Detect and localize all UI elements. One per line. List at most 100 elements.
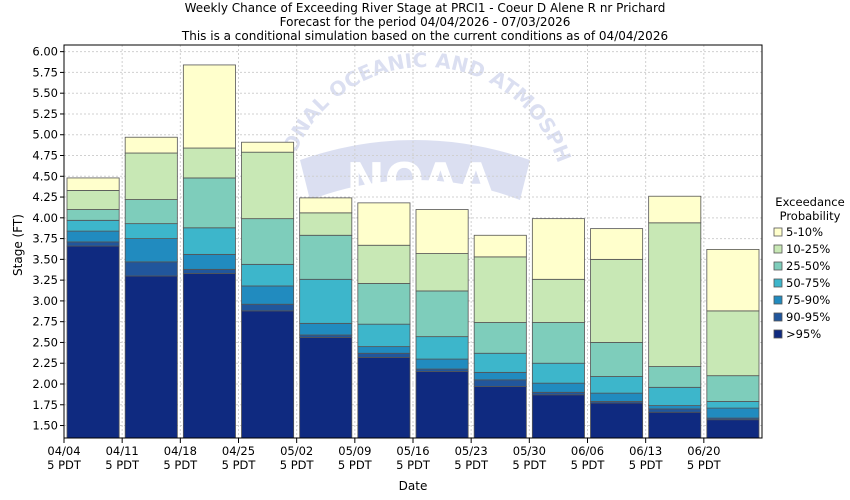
bar-segment-05-23-9095 xyxy=(473,379,527,387)
bar-segment-05-16-95 xyxy=(415,371,469,439)
legend-swatch-2550 xyxy=(773,261,783,271)
chart-title-line-2: Forecast for the period 04/04/2026 - 07/… xyxy=(280,15,571,29)
bar-segment-05-09-2550 xyxy=(357,283,411,325)
chart-title: Weekly Chance of Exceeding River Stage a… xyxy=(181,1,668,43)
x-tick-tz-8: 5 PDT xyxy=(512,458,547,472)
bar-segment-05-02-95 xyxy=(299,337,353,439)
legend-swatch-95 xyxy=(773,329,783,339)
bar-segment-06-13-510 xyxy=(648,195,702,224)
bar-segment-04-04-95 xyxy=(66,245,120,439)
bar-segment-05-30-2550 xyxy=(531,322,585,364)
bar-segment-05-09-1025 xyxy=(357,244,411,284)
bar-segment-05-09-5075 xyxy=(357,323,411,348)
x-tick-tz-0: 5 PDT xyxy=(47,458,82,472)
bar-segment-04-25-1025 xyxy=(241,151,295,220)
bar-segment-05-16-7590 xyxy=(415,358,469,370)
bar-segment-05-02-7590 xyxy=(299,322,353,336)
legend-label-510: 5-10% xyxy=(786,225,823,239)
bar-segment-04-04-510 xyxy=(66,177,120,191)
bar-segment-05-16-5075 xyxy=(415,336,469,360)
bar-segment-05-23-2550 xyxy=(473,322,527,354)
x-tick-date-11: 06/20 xyxy=(687,444,720,458)
y-axis-label: Stage (FT) xyxy=(11,214,25,276)
y-tick-label-7: 3.25 xyxy=(32,273,58,287)
bar-segment-04-25-510 xyxy=(241,141,295,153)
y-tick-label-4: 2.50 xyxy=(32,335,58,349)
bar-segment-05-02-1025 xyxy=(299,212,353,236)
bar-segment-04-18-95 xyxy=(182,273,236,439)
bar-segment-05-30-5075 xyxy=(531,362,585,384)
y-tick-label-16: 5.50 xyxy=(32,86,58,100)
x-tick-tz-11: 5 PDT xyxy=(687,458,722,472)
y-tick-label-10: 4.00 xyxy=(32,211,58,225)
y-tick-label-17: 5.75 xyxy=(32,65,58,79)
bar-segment-06-13-9095 xyxy=(648,408,702,413)
x-tick-date-4: 05/02 xyxy=(280,444,313,458)
bar-segment-04-25-5075 xyxy=(241,263,295,287)
bar-segment-06-13-2550 xyxy=(648,366,702,388)
bar-segment-04-11-5075 xyxy=(124,223,178,239)
bar-segment-04-11-95 xyxy=(124,275,178,439)
chart-title-line-1: Weekly Chance of Exceeding River Stage a… xyxy=(185,1,666,15)
bar-segment-05-16-510 xyxy=(415,209,469,254)
chart-title-line-3: This is a conditional simulation based o… xyxy=(181,29,668,43)
y-tick-label-18: 6.00 xyxy=(32,45,58,59)
bar-segment-04-11-9095 xyxy=(124,261,178,277)
bar-segment-06-13-7590 xyxy=(648,405,702,410)
bar-segment-06-06-1025 xyxy=(590,258,644,343)
y-tick-label-1: 1.75 xyxy=(32,398,58,412)
x-tick-tz-2: 5 PDT xyxy=(163,458,198,472)
bar-segment-06-13-5075 xyxy=(648,386,702,406)
bar-segment-04-18-510 xyxy=(182,64,236,149)
legend-swatch-510 xyxy=(773,227,783,237)
legend-swatch-5075 xyxy=(773,278,783,288)
x-tick-tz-1: 5 PDT xyxy=(105,458,140,472)
bar-segment-04-04-5075 xyxy=(66,219,120,232)
noaa-logo-bird-shape xyxy=(300,140,530,200)
y-tick-label-14: 5.00 xyxy=(32,128,58,142)
x-tick-date-1: 04/11 xyxy=(106,444,139,458)
bar-segment-05-23-5075 xyxy=(473,352,527,373)
bar-segment-05-09-510 xyxy=(357,202,411,246)
bar-segment-06-20-95 xyxy=(706,419,760,439)
x-tick-tz-4: 5 PDT xyxy=(280,458,315,472)
bar-segment-04-25-7590 xyxy=(241,285,295,305)
bar-segment-05-30-7590 xyxy=(531,382,585,393)
bar-segment-04-04-9095 xyxy=(66,241,120,247)
bar-segment-04-11-510 xyxy=(124,136,178,154)
bar-segment-04-18-7590 xyxy=(182,253,236,270)
y-axis-ticks: 1.50 1.75 2.00 2.25 2.50 2.75 3.00 3.25 3.50 3.75… xyxy=(32,45,64,433)
bar-segment-06-06-7590 xyxy=(590,392,644,402)
bar-segment-05-23-1025 xyxy=(473,256,527,323)
bar-segment-05-23-7590 xyxy=(473,371,527,381)
x-tick-date-2: 04/18 xyxy=(164,444,197,458)
legend-label-95: >95% xyxy=(786,327,821,341)
bar-segment-04-18-9095 xyxy=(182,268,236,274)
y-tick-label-5: 2.75 xyxy=(32,315,58,329)
y-tick-label-0: 1.50 xyxy=(32,419,58,433)
legend-label-7590: 75-90% xyxy=(786,293,830,307)
y-tick-label-9: 3.75 xyxy=(32,232,58,246)
legend: Exceedance Probability 5-10% 10-25% 25-50%… xyxy=(773,195,845,341)
y-tick-label-3: 2.25 xyxy=(32,356,58,370)
bar-segment-04-18-1025 xyxy=(182,147,236,179)
x-tick-date-5: 05/09 xyxy=(338,444,371,458)
bar-segment-05-02-510 xyxy=(299,197,353,214)
bar-segment-06-06-510 xyxy=(590,228,644,260)
x-tick-tz-3: 5 PDT xyxy=(222,458,257,472)
x-tick-tz-7: 5 PDT xyxy=(454,458,489,472)
x-tick-date-10: 06/13 xyxy=(629,444,662,458)
bar-segment-04-11-1025 xyxy=(124,152,178,200)
bar-segment-04-18-5075 xyxy=(182,227,236,255)
bar-segment-06-20-510 xyxy=(706,248,760,312)
bar-segment-05-02-5075 xyxy=(299,278,353,324)
bar-segment-05-30-510 xyxy=(531,218,585,280)
bar-segment-06-20-1025 xyxy=(706,310,760,377)
legend-label-2550: 25-50% xyxy=(786,259,830,273)
bar-segment-06-13-95 xyxy=(648,411,702,439)
bar-segment-05-09-95 xyxy=(357,357,411,439)
x-tick-date-3: 04/25 xyxy=(222,444,255,458)
y-tick-label-8: 3.50 xyxy=(32,252,58,266)
